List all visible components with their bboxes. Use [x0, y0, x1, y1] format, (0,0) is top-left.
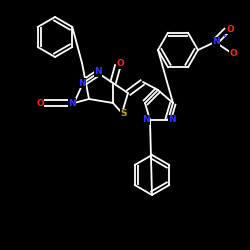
Text: +: + [221, 33, 226, 38]
Text: O: O [36, 98, 44, 108]
Text: S: S [121, 110, 127, 118]
Text: N: N [94, 68, 102, 76]
Text: O: O [226, 24, 234, 34]
Text: O: O [229, 48, 237, 58]
Text: N: N [212, 38, 220, 46]
Text: N: N [68, 98, 76, 108]
Text: N: N [78, 78, 86, 88]
Text: O: O [116, 60, 124, 68]
Text: N: N [142, 116, 150, 124]
Text: N: N [168, 116, 176, 124]
